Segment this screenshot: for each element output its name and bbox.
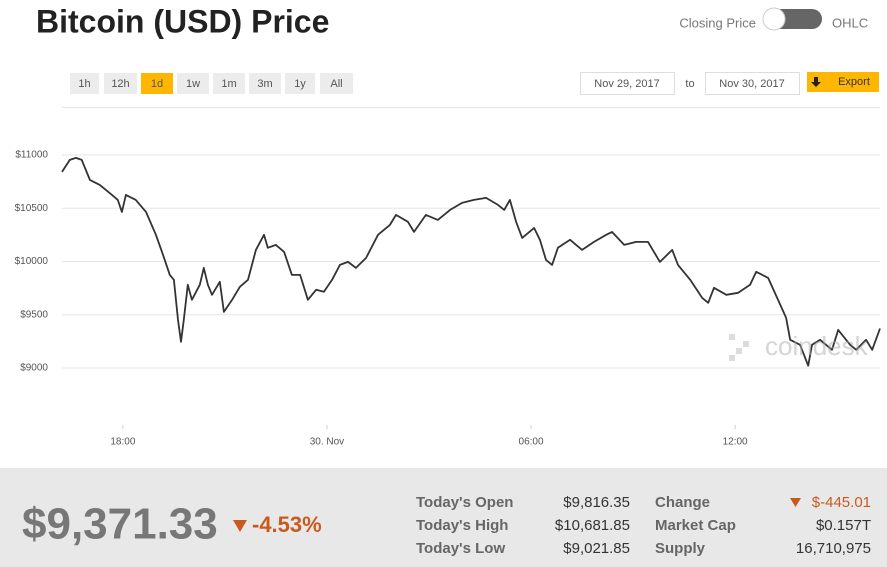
watermark-icon [736,348,742,354]
range-button[interactable] [320,73,353,94]
x-tick-label: 18:00 [110,437,135,448]
stat-label: Market Cap [655,517,736,534]
current-price: $9,371.33 [22,500,218,549]
watermark-icon [729,355,735,361]
range-button-label: All [330,78,342,90]
price-chart: $9000 $9500 $10000 $10500 $11000 18:00 30. Nov… [15,150,881,448]
stat-value: $9,021.85 [563,540,630,557]
date-input[interactable] [705,72,800,95]
x-tick-label: 06:00 [519,437,544,448]
stat-value: $9,816.35 [563,494,630,511]
watermark-icon [743,341,749,347]
price-change: -4.53% [252,512,322,537]
y-tick-label: $10500 [15,203,49,214]
range-button-label: 3m [257,78,272,90]
date-from: Nov 29, 2017 [594,78,659,90]
stat-label: Today's Low [416,540,505,557]
date-to-label: to [685,78,694,90]
stat-value: $-445.01 [812,494,871,511]
x-tick-label: 30. Nov [310,437,344,448]
stat-value: 16,710,975 [796,540,871,557]
down-arrow [790,498,801,507]
range-button[interactable] [249,73,281,94]
range-button-label: 1d [151,78,163,90]
range-button[interactable] [213,73,245,94]
range-button-label: 12h [111,78,129,90]
date-input[interactable] [580,72,675,95]
stat-label: Today's Open [416,494,513,511]
y-tick-label: $10000 [15,256,49,267]
export-label: Export [838,76,870,88]
stats-table: Today's Open $9,816.35 Change $-445.01 Today… [416,494,871,557]
y-tick-label: $9500 [20,309,48,320]
price-line [61,157,881,367]
page-title: Bitcoin (USD) Price [36,3,329,39]
watermark-text: coindesk [765,331,869,361]
stat-label: Supply [655,540,706,557]
watermark-icon [729,334,735,340]
range-button-label: 1h [78,78,90,90]
range-button[interactable] [104,73,137,94]
range-button[interactable] [70,73,99,94]
watermark: coindesk [729,331,869,361]
range-button[interactable] [285,73,315,94]
range-button-label: 1w [186,78,200,90]
y-tick-label: $11000 [15,150,48,161]
toggle-knob [762,7,786,31]
stat-value: $0.157T [816,517,871,534]
toggle-label: OHLC [832,15,868,30]
date-to: Nov 30, 2017 [719,78,784,90]
y-tick-label: $9000 [20,363,48,374]
stat-label: Today's High [416,517,508,534]
range-button-label: 1y [294,78,306,90]
toggle-label: Closing Price [679,15,756,30]
down-arrow [233,520,247,532]
range-button[interactable] [141,73,173,94]
summary-panel [0,468,887,567]
x-tick-label: 12:00 [723,437,748,448]
range-button-label: 1m [221,78,236,90]
export-icon [811,77,821,87]
range-buttons: 1h 12h 1d 1w 1m 3m 1y All [70,73,353,94]
stat-value: $10,681.85 [555,517,630,534]
stat-label: Change [655,494,710,511]
export-button[interactable] [807,72,879,92]
range-button[interactable] [177,73,209,94]
